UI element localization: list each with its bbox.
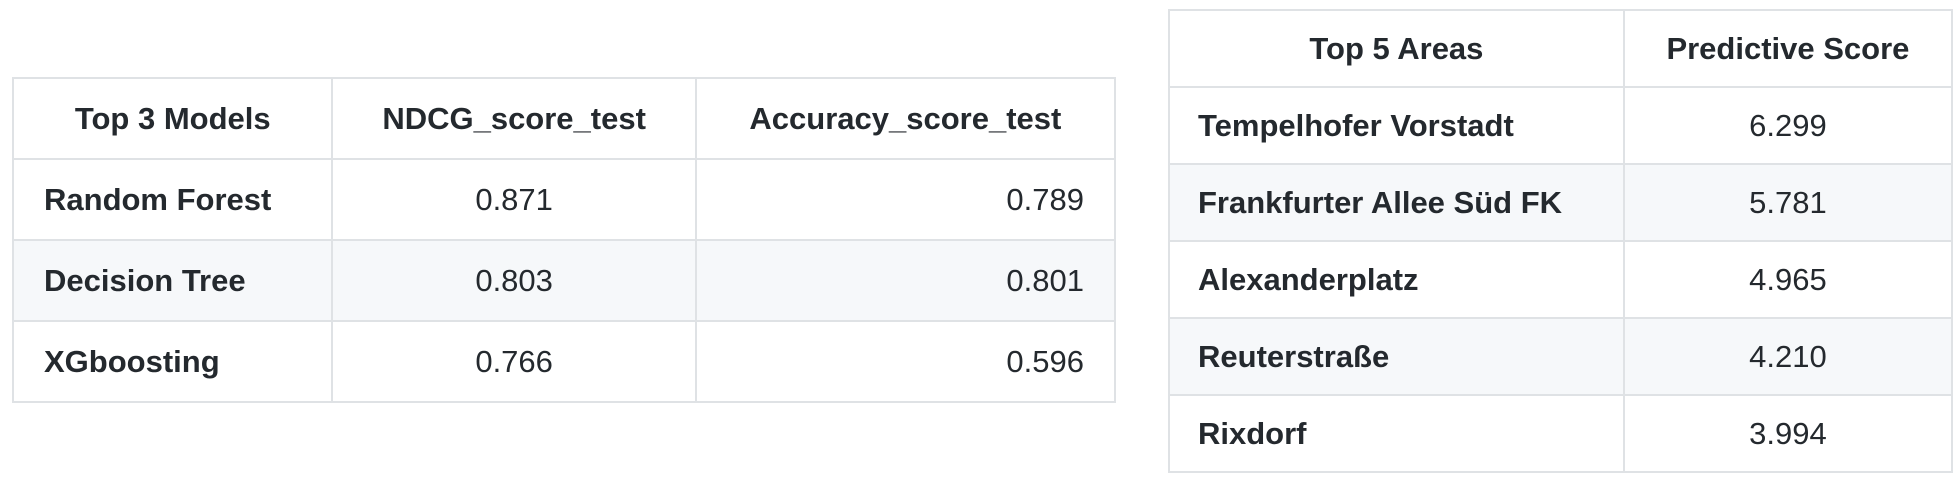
model-name: XGboosting bbox=[11, 320, 334, 403]
areas-header-row: Top 5 Areas Predictive Score bbox=[1168, 9, 1954, 88]
accuracy-value: 0.596 bbox=[694, 320, 1117, 403]
model-name: Random Forest bbox=[11, 158, 334, 241]
areas-table: Top 5 Areas Predictive Score Tempelhofer… bbox=[1168, 9, 1954, 473]
table-row: Reuterstraße 4.210 bbox=[1168, 317, 1954, 396]
table-row: Decision Tree 0.803 0.801 bbox=[11, 239, 1117, 322]
header-predictive-score: Predictive Score bbox=[1622, 9, 1954, 88]
area-name: Frankfurter Allee Süd FK bbox=[1168, 163, 1625, 242]
table-row: Tempelhofer Vorstadt 6.299 bbox=[1168, 86, 1954, 165]
ndcg-value: 0.766 bbox=[331, 320, 697, 403]
accuracy-value: 0.801 bbox=[694, 239, 1117, 322]
predictive-score-value: 4.210 bbox=[1622, 317, 1954, 396]
area-name: Rixdorf bbox=[1168, 394, 1625, 473]
header-top-models: Top 3 Models bbox=[11, 77, 334, 160]
ndcg-value: 0.803 bbox=[331, 239, 697, 322]
predictive-score-value: 6.299 bbox=[1622, 86, 1954, 165]
area-name: Alexanderplatz bbox=[1168, 240, 1625, 319]
area-name: Reuterstraße bbox=[1168, 317, 1625, 396]
predictive-score-value: 5.781 bbox=[1622, 163, 1954, 242]
table-row: Random Forest 0.871 0.789 bbox=[11, 158, 1117, 241]
table-row: XGboosting 0.766 0.596 bbox=[11, 320, 1117, 403]
predictive-score-value: 4.965 bbox=[1622, 240, 1954, 319]
header-accuracy-score: Accuracy_score_test bbox=[694, 77, 1117, 160]
header-top-areas: Top 5 Areas bbox=[1168, 9, 1625, 88]
table-row: Alexanderplatz 4.965 bbox=[1168, 240, 1954, 319]
table-row: Frankfurter Allee Süd FK 5.781 bbox=[1168, 163, 1954, 242]
ndcg-value: 0.871 bbox=[331, 158, 697, 241]
predictive-score-value: 3.994 bbox=[1622, 394, 1954, 473]
models-header-row: Top 3 Models NDCG_score_test Accuracy_sc… bbox=[11, 77, 1117, 160]
accuracy-value: 0.789 bbox=[694, 158, 1117, 241]
models-table: Top 3 Models NDCG_score_test Accuracy_sc… bbox=[11, 77, 1117, 403]
header-ndcg-score: NDCG_score_test bbox=[331, 77, 697, 160]
area-name: Tempelhofer Vorstadt bbox=[1168, 86, 1625, 165]
table-row: Rixdorf 3.994 bbox=[1168, 394, 1954, 473]
model-name: Decision Tree bbox=[11, 239, 334, 322]
